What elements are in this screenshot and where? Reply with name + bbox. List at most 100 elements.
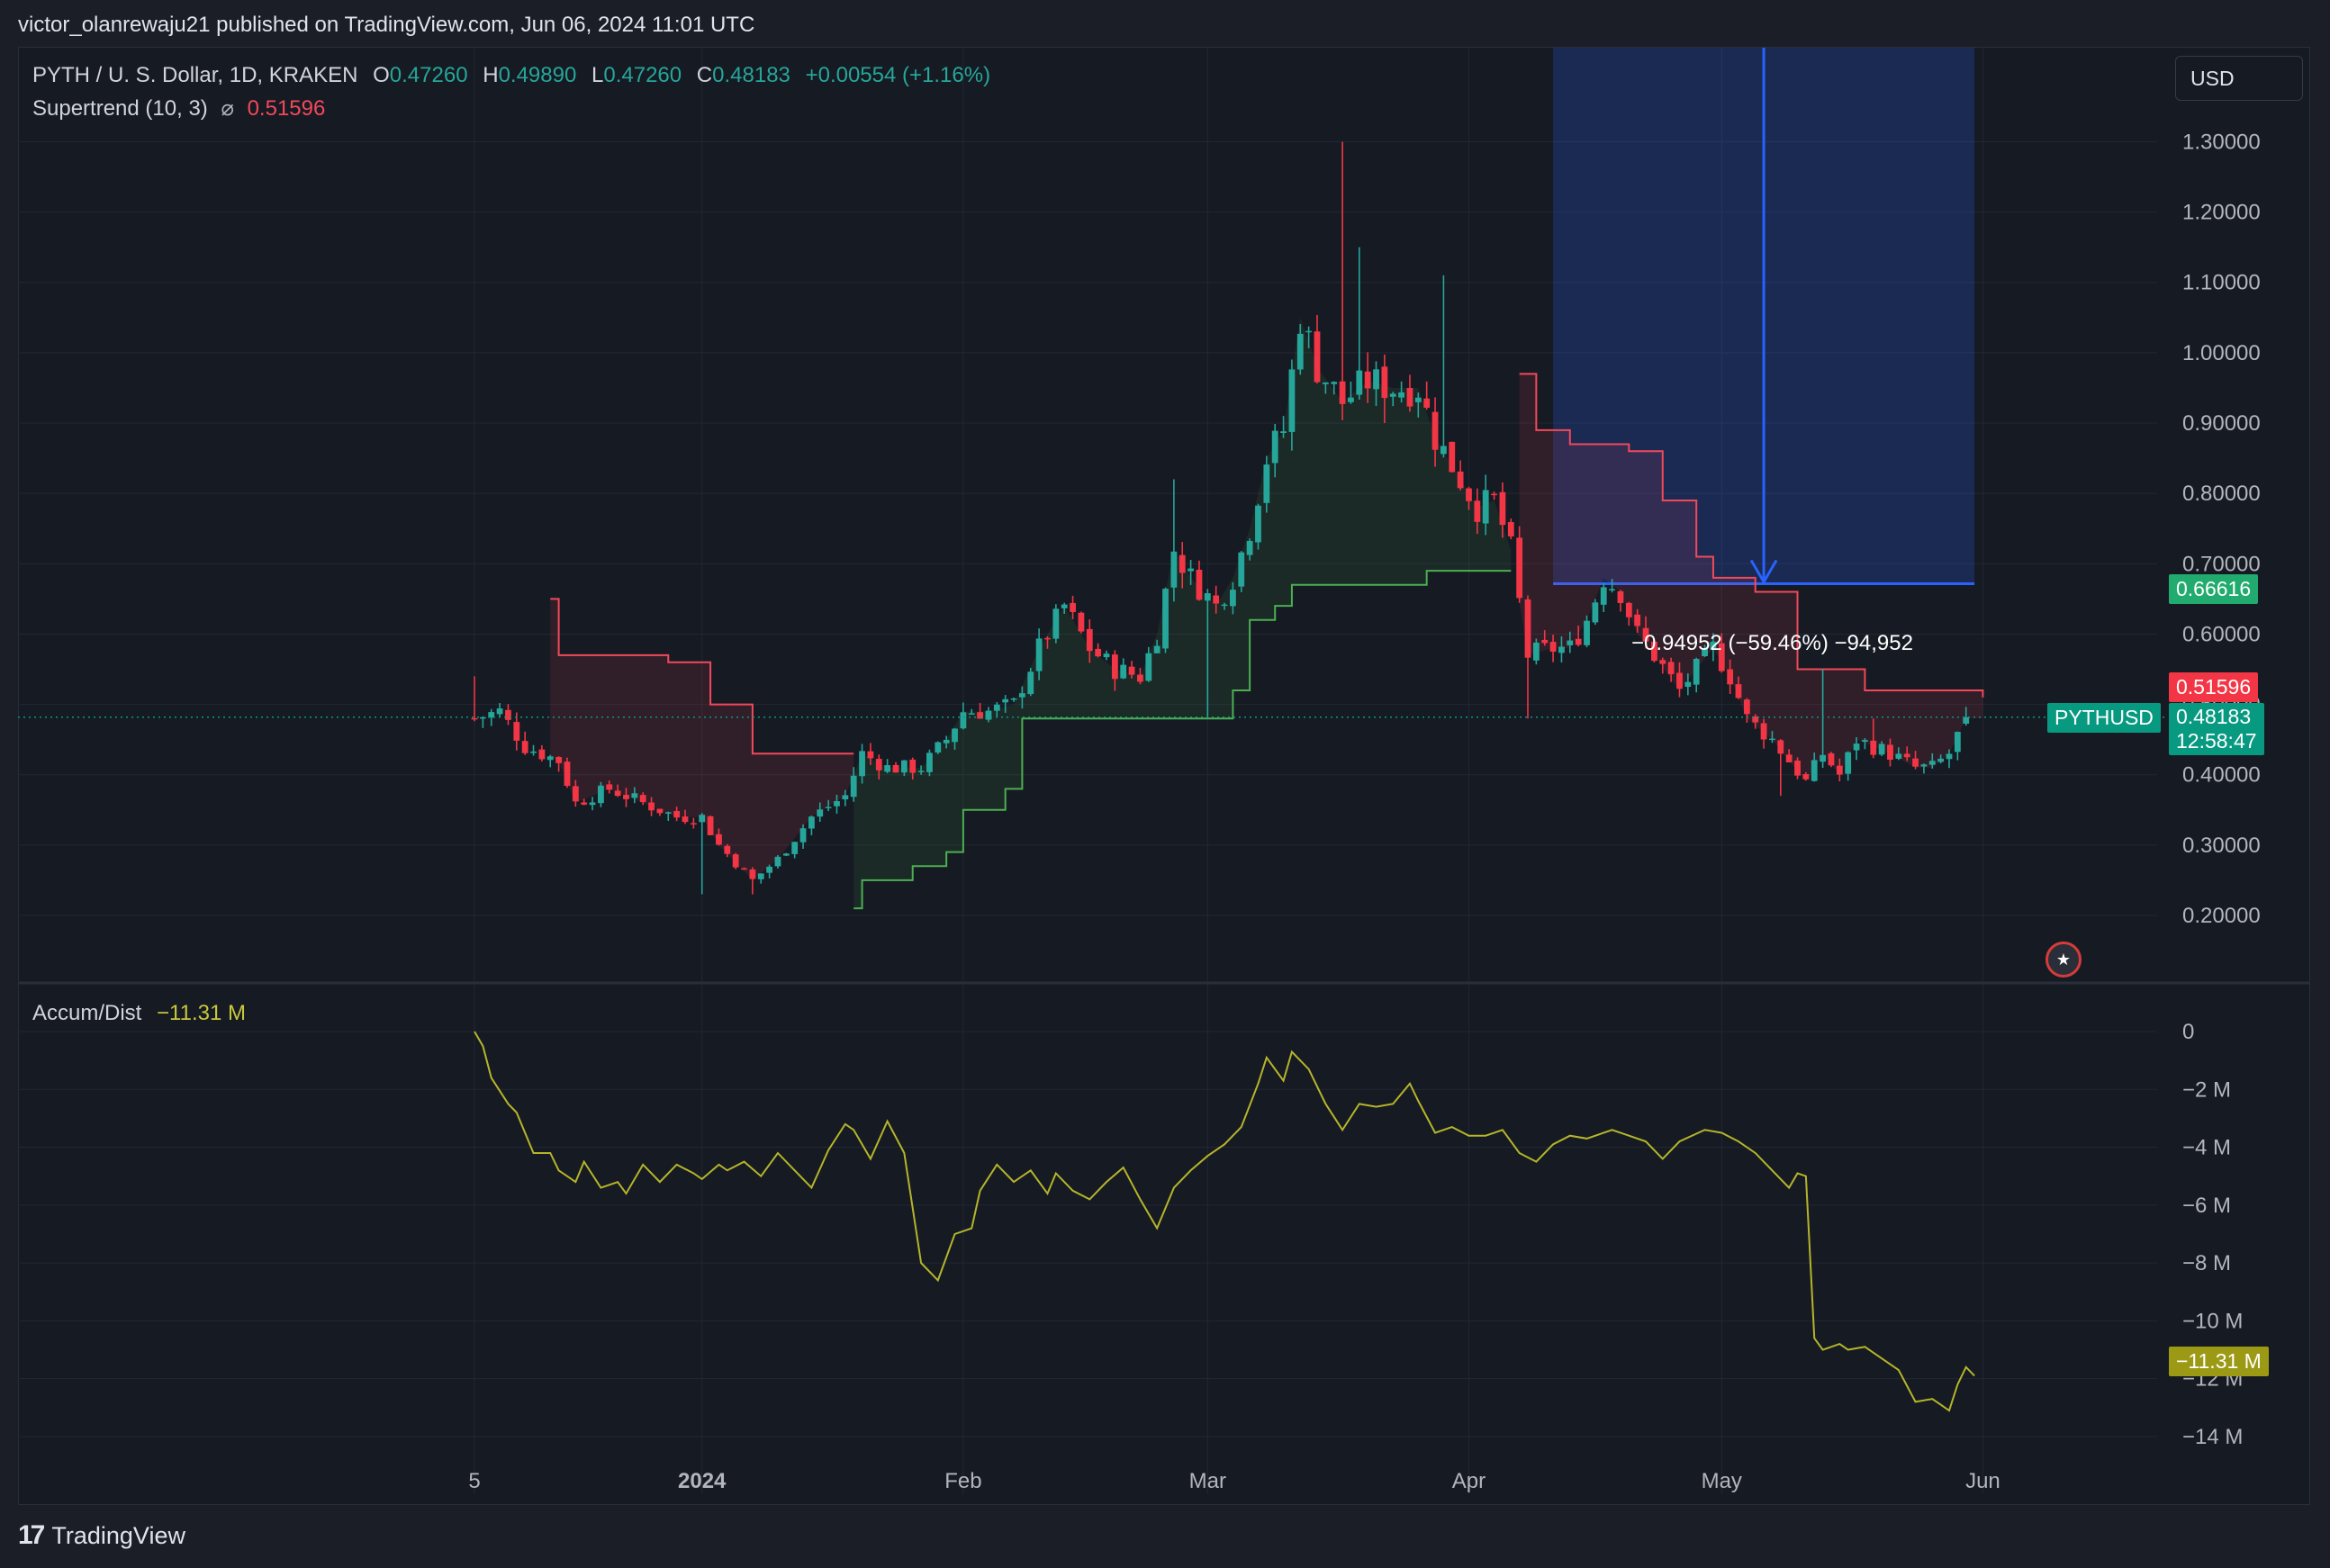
- candle[interactable]: [1887, 738, 1893, 767]
- price-range-measure[interactable]: [1553, 48, 1975, 585]
- candle[interactable]: [741, 867, 747, 870]
- candle[interactable]: [1845, 751, 1852, 781]
- candle[interactable]: [581, 798, 588, 806]
- candle[interactable]: [817, 802, 824, 822]
- candle[interactable]: [1271, 423, 1278, 478]
- candle[interactable]: [1499, 482, 1506, 538]
- candle[interactable]: [1600, 582, 1607, 612]
- candle[interactable]: [1246, 538, 1253, 561]
- candle[interactable]: [834, 795, 840, 814]
- candle[interactable]: [1280, 416, 1287, 438]
- candle[interactable]: [1659, 657, 1666, 674]
- candle[interactable]: [1507, 518, 1514, 540]
- candle[interactable]: [1575, 626, 1582, 647]
- candle[interactable]: [1609, 579, 1615, 593]
- candle[interactable]: [1221, 602, 1228, 610]
- candle[interactable]: [699, 813, 706, 895]
- candle[interactable]: [799, 824, 807, 849]
- candle[interactable]: [1431, 397, 1439, 467]
- candle[interactable]: [1255, 503, 1261, 550]
- candle[interactable]: [505, 704, 511, 725]
- candle[interactable]: [1305, 326, 1313, 348]
- candle[interactable]: [1684, 673, 1692, 696]
- candle[interactable]: [1111, 650, 1118, 691]
- candle[interactable]: [690, 817, 697, 829]
- candle[interactable]: [1170, 479, 1178, 602]
- candle[interactable]: [724, 843, 731, 858]
- candle[interactable]: [1002, 695, 1009, 713]
- candle[interactable]: [926, 749, 933, 777]
- candle[interactable]: [1752, 714, 1759, 729]
- candles[interactable]: [471, 141, 1970, 895]
- candle[interactable]: [1348, 381, 1354, 404]
- candle[interactable]: [1769, 731, 1775, 743]
- candle[interactable]: [1288, 359, 1296, 451]
- candle[interactable]: [1592, 599, 1599, 626]
- candle[interactable]: [1381, 354, 1388, 424]
- candle[interactable]: [1406, 374, 1413, 412]
- candle[interactable]: [1625, 601, 1632, 626]
- candle[interactable]: [664, 811, 672, 821]
- candle[interactable]: [1474, 488, 1481, 535]
- candle[interactable]: [884, 759, 891, 774]
- candle[interactable]: [1213, 585, 1220, 614]
- candle[interactable]: [1777, 739, 1784, 797]
- candle[interactable]: [1027, 667, 1034, 697]
- chart-frame[interactable]: [18, 47, 2310, 1505]
- candle[interactable]: [1836, 758, 1843, 782]
- candle[interactable]: [1137, 667, 1143, 685]
- candle[interactable]: [1811, 752, 1818, 782]
- candle[interactable]: [1179, 542, 1186, 589]
- candle[interactable]: [488, 708, 495, 726]
- candle[interactable]: [766, 864, 772, 879]
- candle[interactable]: [1702, 644, 1708, 657]
- candle[interactable]: [1019, 686, 1025, 709]
- candle[interactable]: [1743, 698, 1750, 723]
- candle[interactable]: [1853, 737, 1860, 761]
- candle[interactable]: [825, 799, 832, 812]
- candle[interactable]: [1903, 746, 1910, 761]
- candle[interactable]: [1549, 635, 1557, 662]
- candle[interactable]: [546, 754, 554, 768]
- candle[interactable]: [1895, 747, 1902, 761]
- candle[interactable]: [1204, 589, 1211, 719]
- candle[interactable]: [1828, 752, 1835, 768]
- candle[interactable]: [1870, 718, 1877, 759]
- candle[interactable]: [757, 873, 764, 884]
- candle[interactable]: [1584, 615, 1590, 648]
- candle[interactable]: [850, 767, 857, 802]
- candle[interactable]: [1044, 635, 1051, 649]
- candle[interactable]: [707, 816, 714, 836]
- candle[interactable]: [1010, 697, 1017, 702]
- candle[interactable]: [1676, 662, 1683, 698]
- candle[interactable]: [513, 712, 520, 751]
- candle[interactable]: [1466, 486, 1472, 510]
- candle[interactable]: [1263, 455, 1270, 513]
- candle[interactable]: [749, 867, 756, 895]
- candle[interactable]: [1078, 611, 1085, 634]
- candle[interactable]: [1928, 752, 1936, 769]
- candle[interactable]: [1963, 707, 1970, 726]
- candle[interactable]: [521, 731, 528, 755]
- candle[interactable]: [1070, 595, 1076, 620]
- supertrend-down-line[interactable]: [1519, 373, 1984, 698]
- candle[interactable]: [1103, 650, 1110, 661]
- candle[interactable]: [1423, 381, 1431, 410]
- candle[interactable]: [648, 797, 655, 816]
- candle[interactable]: [1937, 754, 1945, 764]
- currency-button[interactable]: USD: [2175, 56, 2303, 101]
- candle[interactable]: [656, 808, 664, 816]
- candle[interactable]: [1389, 392, 1396, 407]
- candle[interactable]: [1710, 633, 1717, 662]
- supertrend-up-line[interactable]: [853, 570, 1512, 910]
- candle[interactable]: [1920, 763, 1928, 774]
- candle[interactable]: [1414, 392, 1422, 418]
- candle[interactable]: [496, 703, 503, 717]
- accum-dist-legend[interactable]: Accum/Dist −11.31 M: [32, 1001, 246, 1026]
- candle[interactable]: [1373, 361, 1379, 406]
- candle[interactable]: [993, 701, 1000, 718]
- candle[interactable]: [1516, 526, 1523, 603]
- candle[interactable]: [1331, 381, 1338, 395]
- candle[interactable]: [623, 788, 629, 807]
